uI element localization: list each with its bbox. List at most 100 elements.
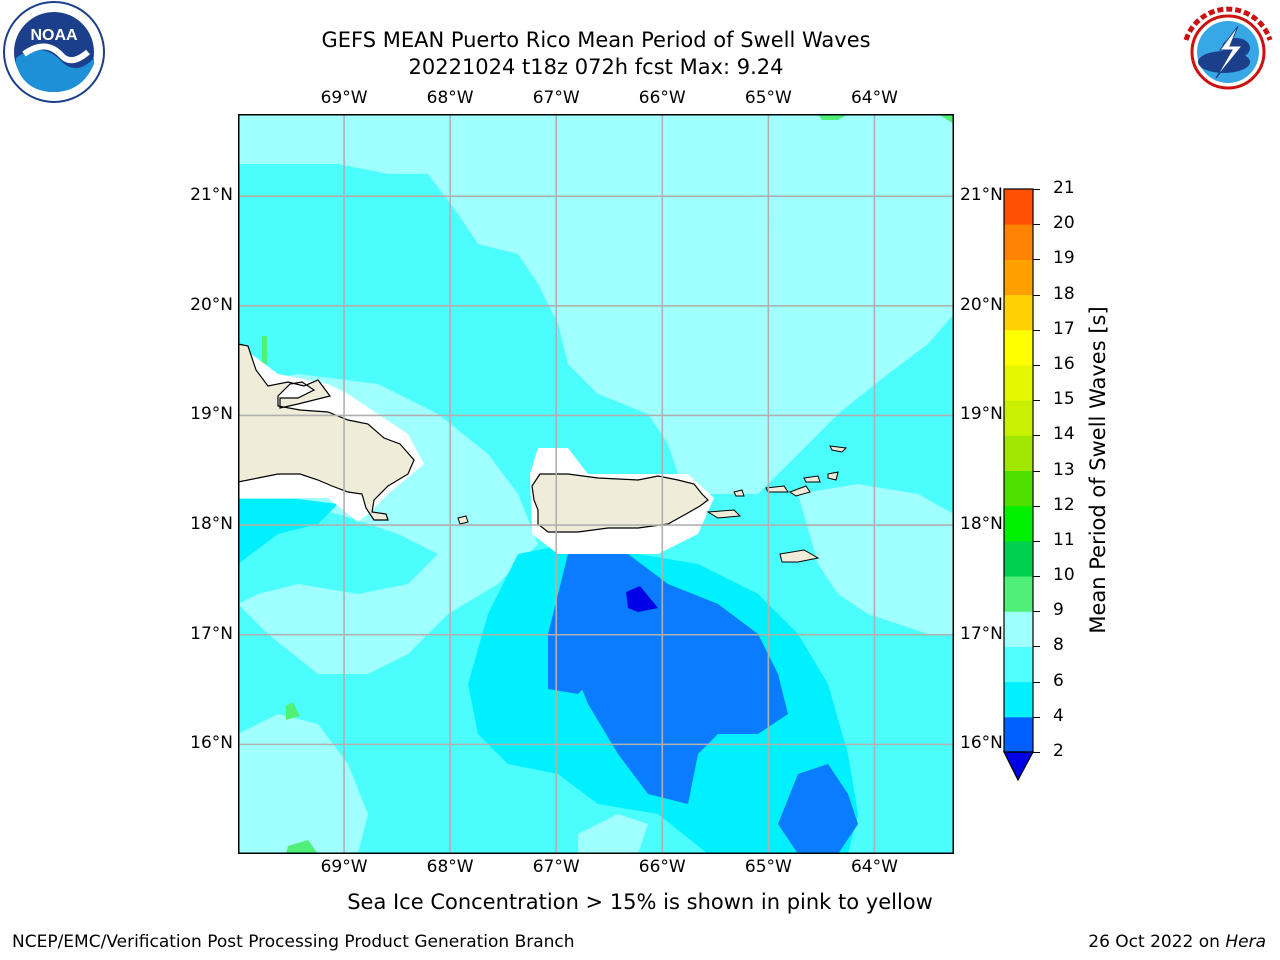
lat-label-right: 18°N [960,514,1003,535]
sea-ice-note: Sea Ice Concentration > 15% is shown in … [347,890,933,914]
chart-subtitle: 20221024 t18z 072h fcst Max: 9.24 [408,55,784,79]
colorbar-tick-label: 16 [1053,353,1075,374]
colorbar-tick-mark [1033,400,1040,402]
lat-label-right: 16°N [960,733,1003,754]
contour-9-10s-speck3 [286,840,318,854]
virgin-islands [706,445,848,563]
map-frame [238,114,954,854]
colorbar-tick-label: 17 [1053,318,1075,339]
lon-label-bottom: 67°W [532,857,580,877]
colorbar-tick-label: 11 [1053,529,1075,550]
noaa-logo-icon: NOAA [3,1,105,103]
contour-2-4s-south [778,764,858,854]
lat-label-left: 21°N [190,185,233,206]
colorbar-tick-mark [1033,470,1040,472]
lon-label-bottom: 66°W [638,857,686,877]
lon-label-top: 67°W [532,88,580,108]
colorbar-label: Mean Period of Swell Waves [s] [1086,306,1110,634]
colorbar-tick-mark [1033,435,1040,437]
contour-8-9s-northeast [688,114,954,304]
colorbar-tick-label: 9 [1053,600,1064,621]
colorbar-tick-label: 14 [1053,424,1075,445]
colorbar-tick-mark [1033,189,1040,190]
contour-2-4s-west [548,624,598,694]
chart-title: GEFS MEAN Puerto Rico Mean Period of Swe… [321,28,871,52]
colorbar-tick-mark [1033,646,1040,648]
lon-label-bottom: 65°W [744,857,792,877]
lat-label-right: 17°N [960,623,1003,644]
colorbar-segment [1004,646,1033,683]
lon-label-top: 65°W [744,88,792,108]
colorbar-segment [1004,576,1033,612]
contour-8-9s-east [798,484,954,634]
contour-2-4s-main [548,554,788,804]
colorbar-tick-mark [1033,716,1040,718]
lat-label-left: 17°N [190,623,233,644]
colorbar-segment [1004,540,1033,577]
lon-label-bottom: 64°W [850,857,898,877]
colorbar-segment [1004,224,1033,260]
colorbar-segment [1004,329,1033,366]
colorbar-segment [1004,364,1033,401]
lat-label-left: 20°N [190,294,233,315]
colorbar-tick-label: 21 [1053,178,1075,198]
footer-date-text: 26 Oct 2022 on [1088,932,1226,952]
lat-label-right: 19°N [960,404,1003,425]
colorbar-segment [1004,505,1033,542]
colorbar-tick-mark [1033,611,1040,613]
colorbar-tick-mark [1033,329,1040,331]
colorbar-tick-mark [1033,259,1040,261]
colorbar-tick-mark [1033,576,1040,578]
colorbar-segment [1004,400,1033,436]
lon-label-top: 69°W [320,88,368,108]
colorbar-tick-label: 10 [1053,565,1075,586]
contour-below-2s [626,586,658,612]
lon-label-top: 66°W [638,88,686,108]
colorbar-segment [1004,294,1033,331]
footer-organization: NCEP/EMC/Verification Post Processing Pr… [12,932,575,952]
swell-period-map [238,114,954,854]
colorbar-segment [1004,470,1033,507]
lat-label-left: 19°N [190,404,233,425]
colorbar-tick-label: 15 [1053,389,1075,410]
colorbar-tick-label: 6 [1053,670,1064,691]
lat-label-left: 16°N [190,733,233,754]
colorbar-tick-mark [1033,364,1040,366]
footer-host: Hera [1225,932,1266,952]
contour-9-10s-speck1 [262,336,267,364]
colorbar-extend-min [1003,751,1035,782]
colorbar-tick-mark [1033,294,1040,296]
lon-label-top: 64°W [850,88,898,108]
lon-label-bottom: 68°W [426,857,474,877]
colorbar-segment [1004,716,1033,753]
map-graticule [238,114,954,854]
colorbar-tick-label: 12 [1053,494,1075,515]
colorbar-segment [1004,189,1033,225]
colorbar-tick-label: 8 [1053,635,1064,656]
colorbar-tick-mark [1033,540,1040,542]
puerto-rico-land [531,473,709,533]
colorbar-tick-label: 2 [1053,741,1064,761]
lon-label-top: 68°W [426,88,474,108]
nws-logo-icon [1178,2,1278,102]
mona-island [457,515,469,525]
contour-9-10s-speck2 [286,702,300,720]
colorbar-segment [1004,259,1033,296]
colorbar-tick-label: 13 [1053,459,1075,480]
contour-8-9s-south2 [578,814,648,854]
colorbar-tick-mark [1033,505,1040,507]
lat-label-left: 18°N [190,514,233,535]
colorbar-tick-mark [1033,224,1040,226]
colorbar-tick-mark [1033,681,1040,683]
colorbar-segment [1004,611,1033,647]
colorbar-tick-label: 18 [1053,283,1075,304]
contour-8-9s-south [238,714,368,854]
colorbar-tick-label: 4 [1053,705,1064,726]
lat-label-right: 20°N [960,294,1003,315]
colorbar-tick-mark [1033,752,1040,753]
footer-date: 26 Oct 2022 on Hera [1088,932,1266,952]
contour-4-6s-west [238,499,338,564]
lon-label-bottom: 69°W [320,857,368,877]
colorbar-segment [1004,435,1033,471]
colorbar-tick-label: 19 [1053,248,1075,269]
